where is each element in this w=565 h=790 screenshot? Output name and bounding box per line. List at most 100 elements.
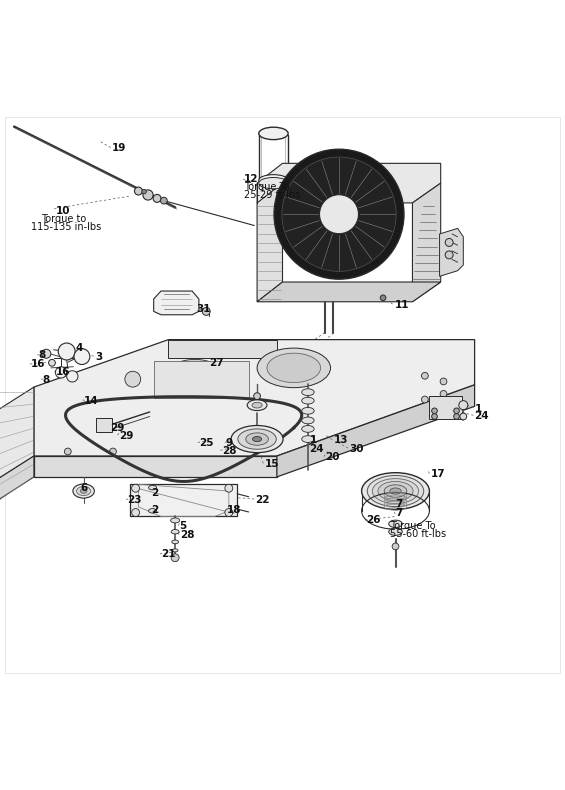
Text: 24: 24: [475, 412, 489, 422]
Text: 8: 8: [42, 374, 50, 385]
Text: 6: 6: [80, 483, 88, 493]
Ellipse shape: [389, 520, 402, 528]
Ellipse shape: [259, 175, 288, 186]
Ellipse shape: [302, 397, 314, 404]
Circle shape: [153, 194, 161, 202]
Text: 14: 14: [84, 396, 98, 405]
Ellipse shape: [171, 529, 179, 534]
Circle shape: [282, 157, 396, 272]
Circle shape: [132, 484, 140, 492]
Circle shape: [454, 414, 459, 419]
Circle shape: [160, 198, 167, 204]
Polygon shape: [0, 387, 34, 487]
Ellipse shape: [372, 479, 419, 503]
Ellipse shape: [302, 417, 314, 423]
Ellipse shape: [252, 402, 262, 408]
Circle shape: [460, 413, 467, 419]
Ellipse shape: [302, 389, 314, 396]
Text: 16: 16: [31, 359, 46, 370]
Polygon shape: [257, 164, 441, 203]
Ellipse shape: [257, 348, 331, 388]
Text: 12: 12: [244, 174, 259, 184]
Text: eReplacementParts.com: eReplacementParts.com: [189, 405, 376, 420]
Ellipse shape: [253, 437, 262, 442]
Circle shape: [58, 343, 75, 360]
Text: 29: 29: [110, 423, 124, 433]
Text: 23: 23: [127, 495, 142, 505]
Ellipse shape: [238, 429, 276, 450]
Bar: [154, 361, 249, 398]
Circle shape: [421, 372, 428, 379]
Polygon shape: [154, 291, 199, 314]
Ellipse shape: [176, 364, 214, 383]
Circle shape: [445, 251, 453, 259]
Circle shape: [380, 295, 386, 301]
Ellipse shape: [172, 540, 179, 544]
Circle shape: [110, 448, 116, 455]
Circle shape: [274, 149, 404, 279]
Ellipse shape: [389, 528, 402, 536]
Circle shape: [445, 239, 453, 246]
Bar: [96, 418, 112, 431]
Text: 28: 28: [180, 530, 194, 540]
Circle shape: [202, 307, 210, 315]
Text: Torque to: Torque to: [41, 214, 86, 224]
Ellipse shape: [267, 353, 321, 382]
Ellipse shape: [362, 472, 429, 510]
Circle shape: [225, 484, 233, 492]
Text: 22: 22: [255, 495, 270, 505]
Ellipse shape: [149, 485, 157, 490]
Polygon shape: [0, 456, 34, 508]
Text: 17: 17: [431, 469, 445, 479]
Ellipse shape: [149, 509, 157, 513]
Ellipse shape: [247, 400, 267, 411]
Text: 55-60 ft-lbs: 55-60 ft-lbs: [390, 529, 446, 539]
Circle shape: [142, 190, 146, 194]
Ellipse shape: [172, 549, 178, 552]
Circle shape: [143, 190, 153, 200]
Ellipse shape: [259, 127, 288, 140]
Text: 26: 26: [366, 515, 381, 525]
Text: 1: 1: [310, 435, 317, 446]
Circle shape: [421, 396, 428, 403]
Ellipse shape: [367, 476, 424, 506]
Text: 13: 13: [333, 435, 348, 446]
Text: 16: 16: [55, 367, 70, 378]
Circle shape: [64, 448, 71, 455]
Circle shape: [67, 371, 78, 382]
Circle shape: [55, 367, 67, 378]
Text: 2: 2: [151, 488, 159, 498]
Circle shape: [49, 359, 55, 367]
Circle shape: [319, 194, 358, 234]
Text: 29: 29: [119, 431, 133, 441]
Ellipse shape: [168, 359, 221, 388]
Text: 21: 21: [161, 549, 176, 559]
Text: 31: 31: [197, 304, 211, 314]
Ellipse shape: [76, 487, 90, 495]
Text: 2: 2: [151, 506, 159, 515]
Text: 27: 27: [209, 359, 224, 368]
Text: 30: 30: [349, 444, 364, 453]
Ellipse shape: [302, 408, 314, 414]
Circle shape: [392, 543, 399, 550]
Circle shape: [432, 408, 437, 414]
Text: 24: 24: [310, 444, 324, 453]
Bar: [130, 484, 237, 517]
Circle shape: [440, 390, 447, 397]
Circle shape: [134, 187, 142, 195]
Polygon shape: [257, 282, 441, 302]
Circle shape: [440, 378, 447, 385]
Ellipse shape: [384, 485, 407, 497]
Polygon shape: [34, 340, 475, 456]
Text: 11: 11: [394, 299, 409, 310]
Ellipse shape: [390, 488, 401, 495]
Text: 3: 3: [95, 352, 102, 362]
Ellipse shape: [302, 435, 314, 442]
Polygon shape: [277, 385, 475, 477]
Text: 9: 9: [226, 438, 233, 448]
Circle shape: [459, 401, 468, 410]
Circle shape: [225, 509, 233, 517]
Ellipse shape: [246, 433, 268, 446]
Circle shape: [42, 349, 51, 359]
Circle shape: [125, 371, 141, 387]
